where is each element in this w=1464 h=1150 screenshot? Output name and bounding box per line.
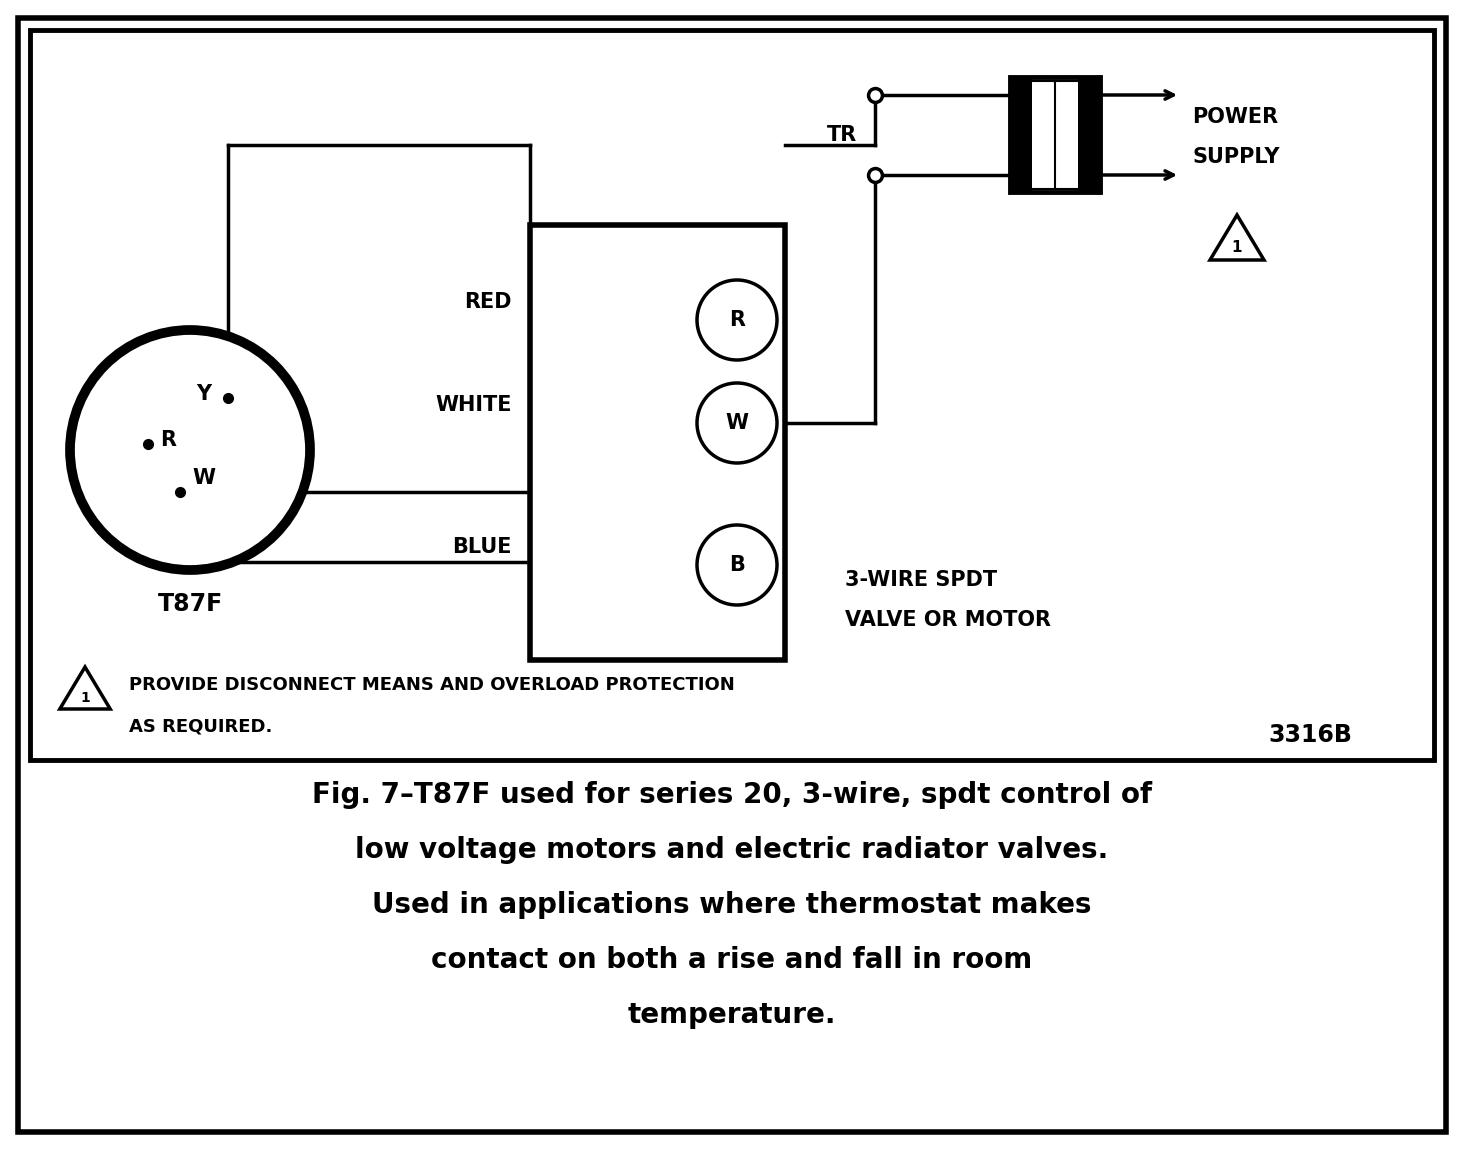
Text: AS REQUIRED.: AS REQUIRED. bbox=[129, 718, 272, 736]
Bar bbox=[1078, 77, 1099, 192]
Text: 1: 1 bbox=[81, 691, 89, 705]
Text: T87F: T87F bbox=[157, 592, 223, 616]
Text: 3316B: 3316B bbox=[1268, 723, 1351, 748]
Text: B: B bbox=[729, 555, 745, 575]
Text: BLUE: BLUE bbox=[452, 537, 512, 557]
Circle shape bbox=[697, 279, 777, 360]
Text: Y: Y bbox=[196, 384, 212, 404]
Text: contact on both a rise and fall in room: contact on both a rise and fall in room bbox=[432, 946, 1032, 974]
Text: 3-WIRE SPDT: 3-WIRE SPDT bbox=[845, 570, 997, 590]
Text: SUPPLY: SUPPLY bbox=[1192, 147, 1280, 167]
Polygon shape bbox=[60, 667, 110, 710]
Bar bbox=[1010, 77, 1099, 192]
Text: PROVIDE DISCONNECT MEANS AND OVERLOAD PROTECTION: PROVIDE DISCONNECT MEANS AND OVERLOAD PR… bbox=[129, 676, 735, 693]
Circle shape bbox=[697, 526, 777, 605]
Circle shape bbox=[697, 383, 777, 463]
Text: W: W bbox=[726, 413, 748, 434]
Text: R: R bbox=[729, 310, 745, 330]
Text: W: W bbox=[192, 468, 215, 488]
Text: low voltage motors and electric radiator valves.: low voltage motors and electric radiator… bbox=[356, 836, 1108, 864]
Bar bbox=[1032, 81, 1078, 189]
Text: POWER: POWER bbox=[1192, 107, 1278, 126]
Text: Used in applications where thermostat makes: Used in applications where thermostat ma… bbox=[372, 891, 1092, 919]
Polygon shape bbox=[1211, 215, 1263, 260]
Text: temperature.: temperature. bbox=[628, 1000, 836, 1029]
Bar bbox=[530, 225, 785, 660]
Text: Fig. 7–T87F used for series 20, 3-wire, spdt control of: Fig. 7–T87F used for series 20, 3-wire, … bbox=[312, 781, 1152, 808]
Text: 1: 1 bbox=[1231, 240, 1243, 255]
Text: VALVE OR MOTOR: VALVE OR MOTOR bbox=[845, 610, 1051, 630]
Text: WHITE: WHITE bbox=[435, 394, 512, 415]
Text: R: R bbox=[160, 430, 176, 450]
Bar bbox=[1010, 77, 1032, 192]
Text: RED: RED bbox=[464, 292, 512, 312]
Bar bbox=[29, 30, 1435, 760]
Text: TR: TR bbox=[827, 125, 856, 145]
Circle shape bbox=[70, 330, 310, 570]
